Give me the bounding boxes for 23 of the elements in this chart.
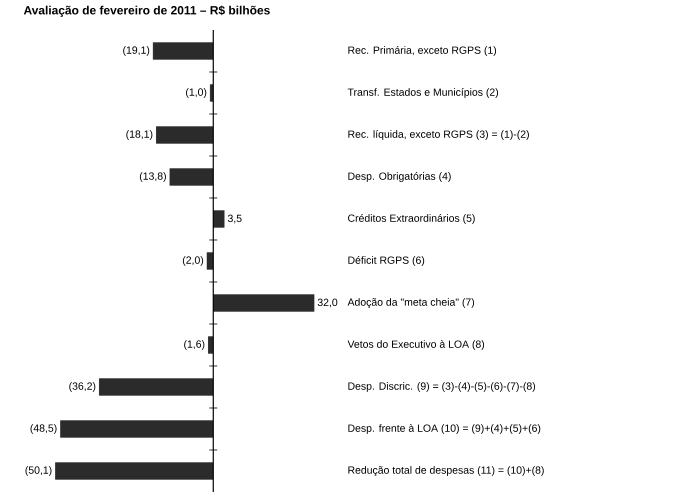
y-tick-label: Desp. Obrigatórias (4) (348, 172, 451, 182)
y-tick-label: Rec. líquida, exceto RGPS (3) = (1)-(2) (348, 130, 529, 140)
data-label: (1,6) (184, 340, 204, 350)
data-label: (13,8) (140, 172, 166, 182)
y-tick-label: Transf. Estados e Municípios (2) (348, 88, 498, 98)
data-label: (2,0) (182, 256, 204, 266)
data-label: (48,5) (30, 424, 57, 434)
y-tick-label: Desp. frente à LOA (10) = (9)+(4)+(5)+(6) (348, 424, 540, 434)
data-label: (18,1) (126, 130, 152, 140)
chart-title: Avaliação de fevereiro de 2011 – R$ bilhões (24, 6, 270, 17)
data-label: (50,1) (25, 466, 52, 476)
y-tick-label: Créditos Extraordinários (5) (348, 214, 475, 224)
y-tick-label: Vetos do Executivo à LOA (8) (348, 340, 484, 350)
y-tick-label: Adoção da "meta cheia" (7) (348, 298, 474, 308)
data-label: 32,0 (318, 298, 338, 308)
data-label: 3,5 (228, 214, 242, 224)
y-tick-label: Desp. Discric. (9) = (3)-(4)-(5)-(6)-(7)-(8) (348, 382, 536, 392)
y-tick-label: Déficit RGPS (6) (348, 256, 424, 266)
data-label: (1,0) (186, 88, 206, 98)
y-tick-label: Rec. Primária, exceto RGPS (1) (348, 46, 496, 56)
y-tick-label: Redução total de despesas (11) = (10)+(8) (348, 466, 544, 476)
data-label: (19,1) (123, 46, 150, 56)
data-label: (36,2) (69, 382, 96, 392)
